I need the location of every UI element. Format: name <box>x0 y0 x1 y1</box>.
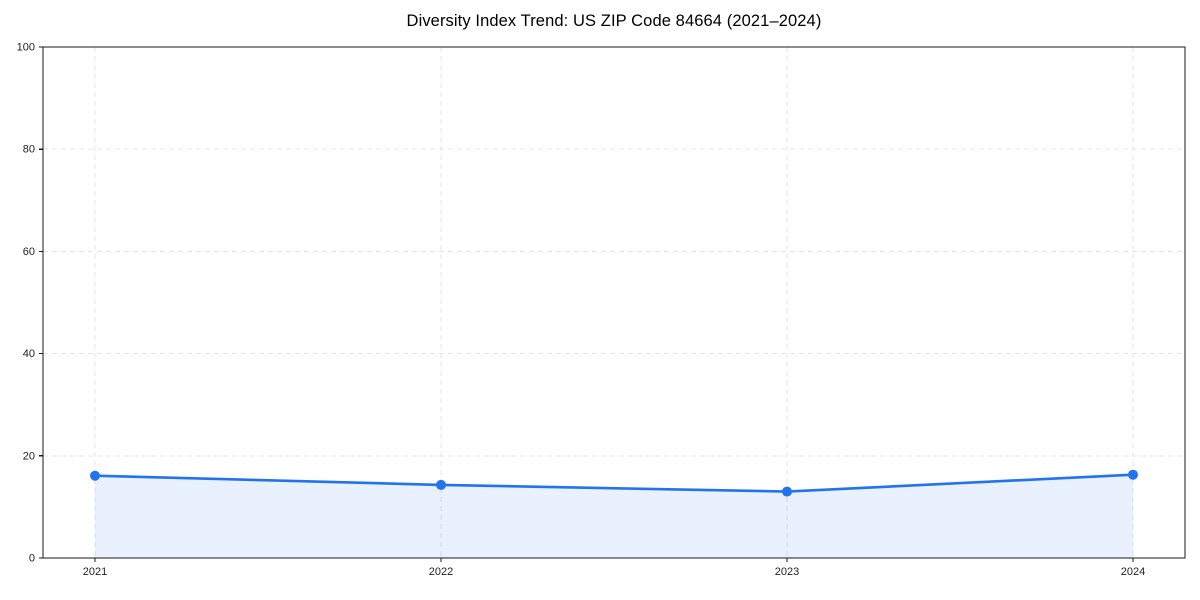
x-axis-tick-label: 2021 <box>83 566 107 578</box>
y-axis-tick-label: 100 <box>17 42 35 54</box>
data-point-marker <box>1128 469 1138 480</box>
y-axis-tick-label: 60 <box>23 246 35 258</box>
y-axis-tick-label: 80 <box>23 144 35 156</box>
data-point-marker <box>90 470 100 481</box>
y-axis-tick-label: 40 <box>23 348 35 360</box>
area-fill <box>95 474 1133 558</box>
data-point-marker <box>436 479 446 490</box>
data-point-marker <box>782 486 792 497</box>
chart-title: Diversity Index Trend: US ZIP Code 84664… <box>406 12 822 30</box>
plot-border <box>42 46 1186 559</box>
x-axis-tick-label: 2024 <box>1121 566 1145 578</box>
x-axis-tick-label: 2023 <box>775 566 799 578</box>
x-axis-tick-label: 2022 <box>429 566 453 578</box>
trend-line <box>93 473 1135 493</box>
y-axis-tick-label: 20 <box>23 450 35 462</box>
y-axis-tick-label: 0 <box>29 553 35 565</box>
